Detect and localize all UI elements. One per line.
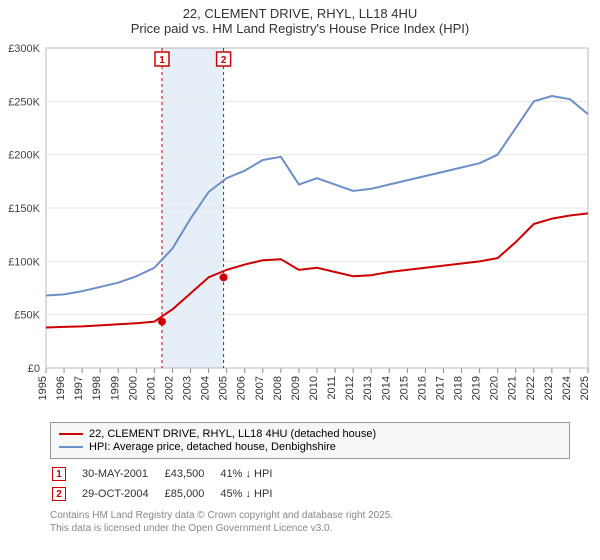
marker-delta: 45% ↓ HPI — [220, 485, 286, 503]
title-main: 22, CLEMENT DRIVE, RHYL, LL18 4HU — [0, 6, 600, 21]
svg-text:£100K: £100K — [8, 256, 40, 268]
legend-item-property: 22, CLEMENT DRIVE, RHYL, LL18 4HU (detac… — [59, 428, 561, 440]
legend-label: HPI: Average price, detached house, Denb… — [89, 441, 336, 453]
svg-text:2017: 2017 — [434, 376, 446, 400]
svg-text:£250K: £250K — [8, 96, 40, 108]
svg-text:2005: 2005 — [218, 376, 230, 400]
svg-text:2014: 2014 — [380, 376, 392, 400]
marker-price: £85,000 — [165, 485, 219, 503]
svg-text:2025: 2025 — [579, 376, 591, 400]
svg-text:2018: 2018 — [453, 376, 465, 400]
svg-text:£150K: £150K — [8, 203, 40, 215]
svg-text:2016: 2016 — [416, 376, 428, 400]
svg-text:2013: 2013 — [362, 376, 374, 400]
chart-area: £0 £50K £100K £150K £200K £250K £300K 1995 1996 1… — [0, 38, 600, 418]
svg-text:1996: 1996 — [55, 376, 67, 400]
svg-text:2024: 2024 — [561, 376, 573, 400]
svg-text:2008: 2008 — [272, 376, 284, 400]
svg-text:1997: 1997 — [73, 376, 85, 400]
marker-delta: 41% ↓ HPI — [220, 465, 286, 483]
svg-text:2012: 2012 — [344, 376, 356, 400]
title-sub: Price paid vs. HM Land Registry's House … — [0, 21, 600, 36]
svg-text:2: 2 — [221, 55, 227, 66]
svg-text:2007: 2007 — [254, 376, 266, 400]
legend-item-hpi: HPI: Average price, detached house, Denb… — [59, 441, 561, 453]
svg-text:1999: 1999 — [109, 376, 121, 400]
svg-text:1995: 1995 — [37, 376, 49, 400]
svg-text:2011: 2011 — [326, 376, 338, 400]
svg-text:£0: £0 — [28, 363, 40, 375]
line-chart-svg: £0 £50K £100K £150K £200K £250K £300K 1995 1996 1… — [0, 38, 600, 418]
svg-text:£300K: £300K — [8, 43, 40, 55]
svg-text:2015: 2015 — [398, 376, 410, 400]
legend-label: 22, CLEMENT DRIVE, RHYL, LL18 4HU (detac… — [89, 428, 376, 440]
svg-text:2022: 2022 — [525, 376, 537, 400]
svg-text:£200K: £200K — [8, 150, 40, 162]
svg-text:2009: 2009 — [290, 376, 302, 400]
attribution: Contains HM Land Registry data © Crown c… — [50, 509, 570, 535]
legend-swatch — [59, 446, 83, 448]
marker-badge: 1 — [52, 467, 66, 481]
svg-text:2004: 2004 — [200, 376, 212, 400]
svg-text:2023: 2023 — [543, 376, 555, 400]
svg-text:2006: 2006 — [236, 376, 248, 400]
svg-text:£50K: £50K — [14, 310, 40, 322]
marker-table: 1 30-MAY-2001 £43,500 41% ↓ HPI 2 29-OCT… — [50, 463, 288, 505]
legend-swatch — [59, 433, 83, 435]
svg-text:2021: 2021 — [507, 376, 519, 400]
table-row: 1 30-MAY-2001 £43,500 41% ↓ HPI — [52, 465, 286, 483]
svg-text:2019: 2019 — [471, 376, 483, 400]
svg-text:2020: 2020 — [489, 376, 501, 400]
marker-badge: 2 — [52, 487, 66, 501]
marker-date: 30-MAY-2001 — [82, 465, 163, 483]
legend: 22, CLEMENT DRIVE, RHYL, LL18 4HU (detac… — [50, 422, 570, 459]
title-block: 22, CLEMENT DRIVE, RHYL, LL18 4HU Price … — [0, 0, 600, 38]
table-row: 2 29-OCT-2004 £85,000 45% ↓ HPI — [52, 485, 286, 503]
svg-text:2003: 2003 — [182, 376, 194, 400]
svg-text:1: 1 — [159, 55, 165, 66]
attribution-line: This data is licensed under the Open Gov… — [50, 522, 570, 535]
svg-text:2010: 2010 — [308, 376, 320, 400]
marker-date: 29-OCT-2004 — [82, 485, 163, 503]
chart-container: 22, CLEMENT DRIVE, RHYL, LL18 4HU Price … — [0, 0, 600, 560]
svg-text:2001: 2001 — [145, 376, 157, 400]
svg-text:2002: 2002 — [163, 376, 175, 400]
svg-text:2000: 2000 — [127, 376, 139, 400]
attribution-line: Contains HM Land Registry data © Crown c… — [50, 509, 570, 522]
svg-text:1998: 1998 — [91, 376, 103, 400]
marker-price: £43,500 — [165, 465, 219, 483]
